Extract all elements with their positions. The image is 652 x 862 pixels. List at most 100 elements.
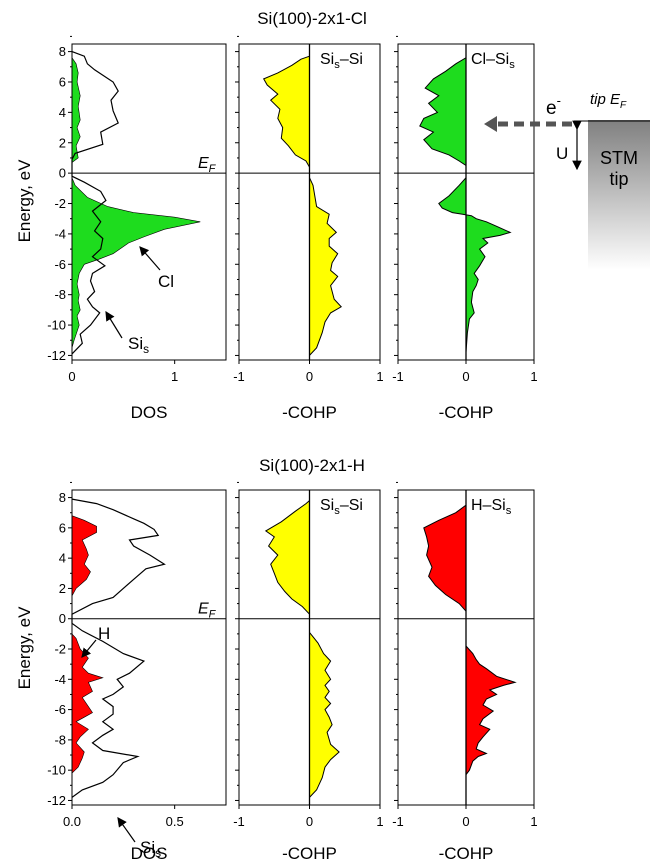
x-axis-label: -COHP [439,403,494,422]
electron-label: e- [546,93,561,119]
x-tick-label: -1 [233,369,245,384]
cohp-panel-label-sub: s [506,505,512,517]
x-axis-label: DOS [131,403,168,422]
cl-annotation-label: Cl [158,272,174,291]
y-tick-label: 6 [59,74,66,89]
y-axis-label: Energy, eV [15,606,34,690]
x-axis-label: -COHP [282,403,337,422]
cohp-panel-label-sub: s [334,505,340,517]
x-axis-label: -COHP [439,844,494,862]
cohp-panel-label-tail: –Si [340,51,363,68]
cohp-panel-label-tail: –Si [340,497,363,514]
y-tick-label: 4 [59,105,66,120]
x-tick-label: 0 [462,814,469,829]
panel-frame [71,489,227,806]
x-tick-label: 1 [376,814,383,829]
y-tick-label: -4 [54,672,66,687]
panel-2: -1 0 1 -COHP Sis–Si [233,35,384,422]
x-tick-label: -1 [392,369,404,384]
h-annotation-arrow [81,639,97,658]
fermi-label-main: E [198,601,209,618]
cohp-panel-label-main: H–Si [471,497,506,514]
panel-3: -1 0 1 -COHP Cl–Sis [392,35,538,422]
cohp-area [423,504,517,777]
fermi-label-sub: F [209,609,217,621]
panel-frame [71,43,227,361]
y-tick-label: -8 [54,732,66,747]
cohp-panel-label-sub: s [334,59,340,71]
x-tick-label: 1 [530,369,537,384]
y-tick-label: 0 [59,611,66,626]
y-tick-label: -8 [54,287,66,302]
x-tick-label: 1 [171,369,178,384]
x-tick-label: 0 [68,369,75,384]
y-tick-label: -6 [54,702,66,717]
y-tick-label: -12 [47,793,66,808]
cohp-area [264,499,340,799]
y-tick-label: 8 [59,44,66,59]
electron-arrow-head [484,116,497,132]
sis-annotation-label-main: Si [140,838,155,857]
x-axis-label: -COHP [282,844,337,862]
sis-annotation-label-sub: s [143,342,149,356]
sis-annotation-arrow [105,310,123,339]
y-tick-label: 2 [59,581,66,596]
sis-annotation-arrow [117,817,136,843]
series-Cl-area [71,56,201,348]
cl-annotation-arrow [139,246,161,271]
x-tick-label: -1 [392,814,404,829]
sis-annotation-label: Sis [128,334,149,356]
series-Sis-line [71,51,119,355]
fermi-label: EF [198,155,217,175]
y-tick-label: -2 [54,196,66,211]
y-axis-label: Energy, eV [15,159,34,243]
panel-2: -1 0 1 -COHP Sis–Si [233,481,384,862]
x-tick-label: 0.5 [166,814,184,829]
x-tick-label: 0 [306,369,313,384]
stm-tip-diagram: e- tip EF U STM tip [484,91,650,270]
cohp-panel-label-main: Cl–Si [471,51,509,68]
panel-3: -1 0 1 -COHP H–Sis [392,481,538,862]
sis-annotation-label-sub: s [155,846,161,860]
x-tick-label: 0.0 [63,814,81,829]
series-Sis-line [71,498,166,798]
x-tick-label: 1 [530,814,537,829]
x-tick-label: 0 [462,369,469,384]
cohp-panel-label: Sis–Si [320,51,363,71]
sis-annotation-label-main: Si [128,334,143,353]
x-tick-label: -1 [233,814,245,829]
y-tick-label: 8 [59,490,66,505]
tip-label: tip [609,169,628,189]
y-tick-label: -10 [47,318,66,333]
sis-annotation-label: Sis [140,838,161,860]
y-tick-label: 6 [59,520,66,535]
y-tick-label: -10 [47,763,66,778]
h-annotation-label: H [98,624,110,643]
y-tick-label: 2 [59,135,66,150]
cl-annotation-label-main: Cl [158,272,174,291]
y-tick-label: -6 [54,257,66,272]
x-axis-label: DOS [131,844,168,862]
fermi-label-main: E [198,155,209,172]
y-tick-label: 4 [59,551,66,566]
chart-title: Si(100)-2x1-Cl [257,9,367,28]
y-tick-label: -2 [54,642,66,657]
bias-u-label: U [556,144,568,163]
y-tick-label: -4 [54,226,66,241]
x-tick-label: 0 [306,814,313,829]
h-annotation-label-main: H [98,624,110,643]
cohp-area [419,56,512,353]
tip-fermi-label: tip EF [590,91,627,111]
y-tick-label: 0 [59,166,66,181]
series-H-area [71,515,104,774]
chart-title: Si(100)-2x1-H [259,456,365,475]
cohp-panel-label-main: Si [320,51,334,68]
fermi-label-sub: F [209,163,217,175]
cohp-panel-label: H–Sis [471,497,512,517]
stm-tip-block [588,120,650,270]
cohp-panel-label-main: Si [320,497,334,514]
